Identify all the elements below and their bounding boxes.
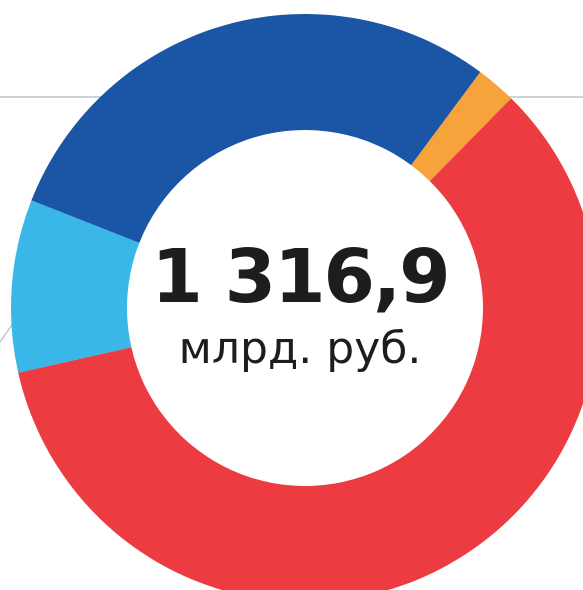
center-value: 1 316,9 bbox=[151, 234, 448, 320]
center-label: млрд. руб. bbox=[179, 323, 422, 374]
donut bbox=[11, 13, 583, 590]
donut-slice bbox=[11, 200, 140, 373]
donut-slice bbox=[18, 98, 583, 590]
donut-slice bbox=[411, 71, 512, 182]
donut-slice bbox=[31, 13, 481, 243]
